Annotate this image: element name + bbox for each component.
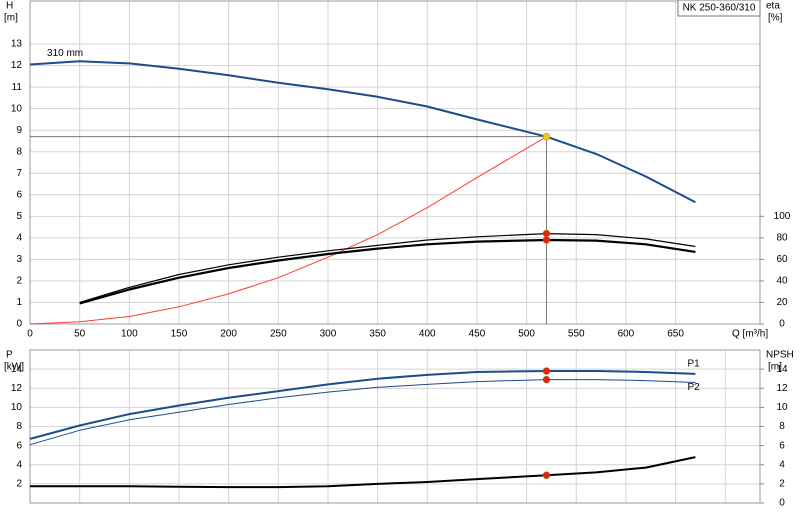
- curve: [29, 136, 547, 325]
- x-tick-label: 450: [469, 329, 486, 340]
- x-tick-label: 550: [568, 329, 585, 340]
- x-axis-label: Q [m³/h]: [732, 329, 768, 340]
- operating-point: [542, 471, 551, 480]
- y2-tick-label: 40: [776, 276, 788, 287]
- y-tick-label: 7: [16, 168, 22, 179]
- y-tick-label: 1: [16, 297, 22, 308]
- x-tick-label: 50: [74, 329, 86, 340]
- y-tick-label: 12: [11, 383, 23, 394]
- x-tick-label: 300: [320, 329, 337, 340]
- y2-tick-label: 14: [776, 364, 788, 375]
- y-tick-label: 4: [16, 459, 22, 470]
- y-tick-label: 11: [12, 82, 23, 93]
- title-box: [677, 0, 761, 17]
- y2-axis-label: NPSH: [766, 350, 794, 361]
- x-tick-label: 0: [27, 329, 33, 340]
- y-tick-label: 12: [11, 60, 23, 71]
- y2-axis-label: eta: [766, 1, 780, 12]
- y-tick-label: 0: [16, 319, 22, 330]
- y2-tick-label: 4: [779, 459, 785, 470]
- y2-tick-label: 12: [776, 383, 788, 394]
- curve-label: P1: [687, 359, 700, 370]
- y-tick-label: 8: [16, 421, 22, 432]
- y2-tick-label: 8: [779, 421, 785, 432]
- y-tick-label: 8: [16, 146, 22, 157]
- y-tick-label: 14: [11, 364, 23, 375]
- y-tick-label: 2: [16, 479, 22, 490]
- operating-point: [542, 375, 551, 384]
- y-tick-label: 5: [16, 211, 22, 222]
- x-tick-label: 400: [419, 329, 436, 340]
- plot-frame: [29, 349, 761, 504]
- y2-tick-label: 100: [774, 211, 791, 222]
- y2-tick-label: 20: [776, 297, 788, 308]
- plot-frame: [29, 0, 761, 325]
- y2-axis-unit: [m]: [768, 362, 782, 373]
- y2-tick-label: 2: [779, 479, 785, 490]
- y-axis-unit: [kW]: [4, 362, 24, 373]
- x-tick-label: 150: [171, 329, 188, 340]
- chart-title: NK 250-360/310: [683, 3, 756, 14]
- x-tick-label: 600: [618, 329, 635, 340]
- curve-label: 310 mm: [47, 48, 83, 59]
- curve: [29, 370, 696, 440]
- y2-tick-label: 80: [776, 233, 788, 244]
- y2-tick-label: 10: [776, 402, 788, 413]
- y-axis-unit: [m]: [4, 13, 18, 24]
- y-axis-label: P: [6, 350, 13, 361]
- y-tick-label: 6: [16, 189, 22, 200]
- curve: [79, 233, 696, 304]
- y2-tick-label: 60: [776, 254, 788, 265]
- y-tick-label: 10: [11, 402, 23, 413]
- y2-axis-unit: [%]: [768, 13, 783, 24]
- y-tick-label: 6: [16, 440, 22, 451]
- y-tick-label: 10: [11, 103, 23, 114]
- y-axis-label: H: [6, 1, 13, 12]
- curve: [30, 456, 696, 489]
- x-tick-label: 650: [667, 329, 684, 340]
- operating-point: [542, 236, 551, 244]
- y-tick-label: 13: [11, 39, 23, 50]
- y-tick-label: 2: [16, 276, 22, 287]
- x-tick-label: 500: [518, 329, 535, 340]
- x-tick-label: 200: [220, 329, 237, 340]
- y2-tick-label: 6: [779, 440, 785, 451]
- y2-tick-label: 0: [779, 319, 785, 330]
- x-tick-label: 100: [121, 329, 138, 340]
- x-tick-label: 250: [270, 329, 287, 340]
- operating-point: [542, 132, 551, 141]
- y-tick-label: 4: [16, 233, 22, 244]
- operating-point: [542, 367, 551, 375]
- curve: [29, 379, 696, 446]
- y-tick-label: 9: [16, 125, 22, 136]
- y2-tick-label: 0: [779, 498, 785, 509]
- curve: [79, 238, 696, 305]
- operating-point: [542, 229, 551, 238]
- curve: [29, 60, 696, 204]
- x-tick-label: 350: [369, 329, 386, 340]
- y-tick-label: 3: [16, 254, 22, 265]
- curve-label: P2: [687, 382, 700, 393]
